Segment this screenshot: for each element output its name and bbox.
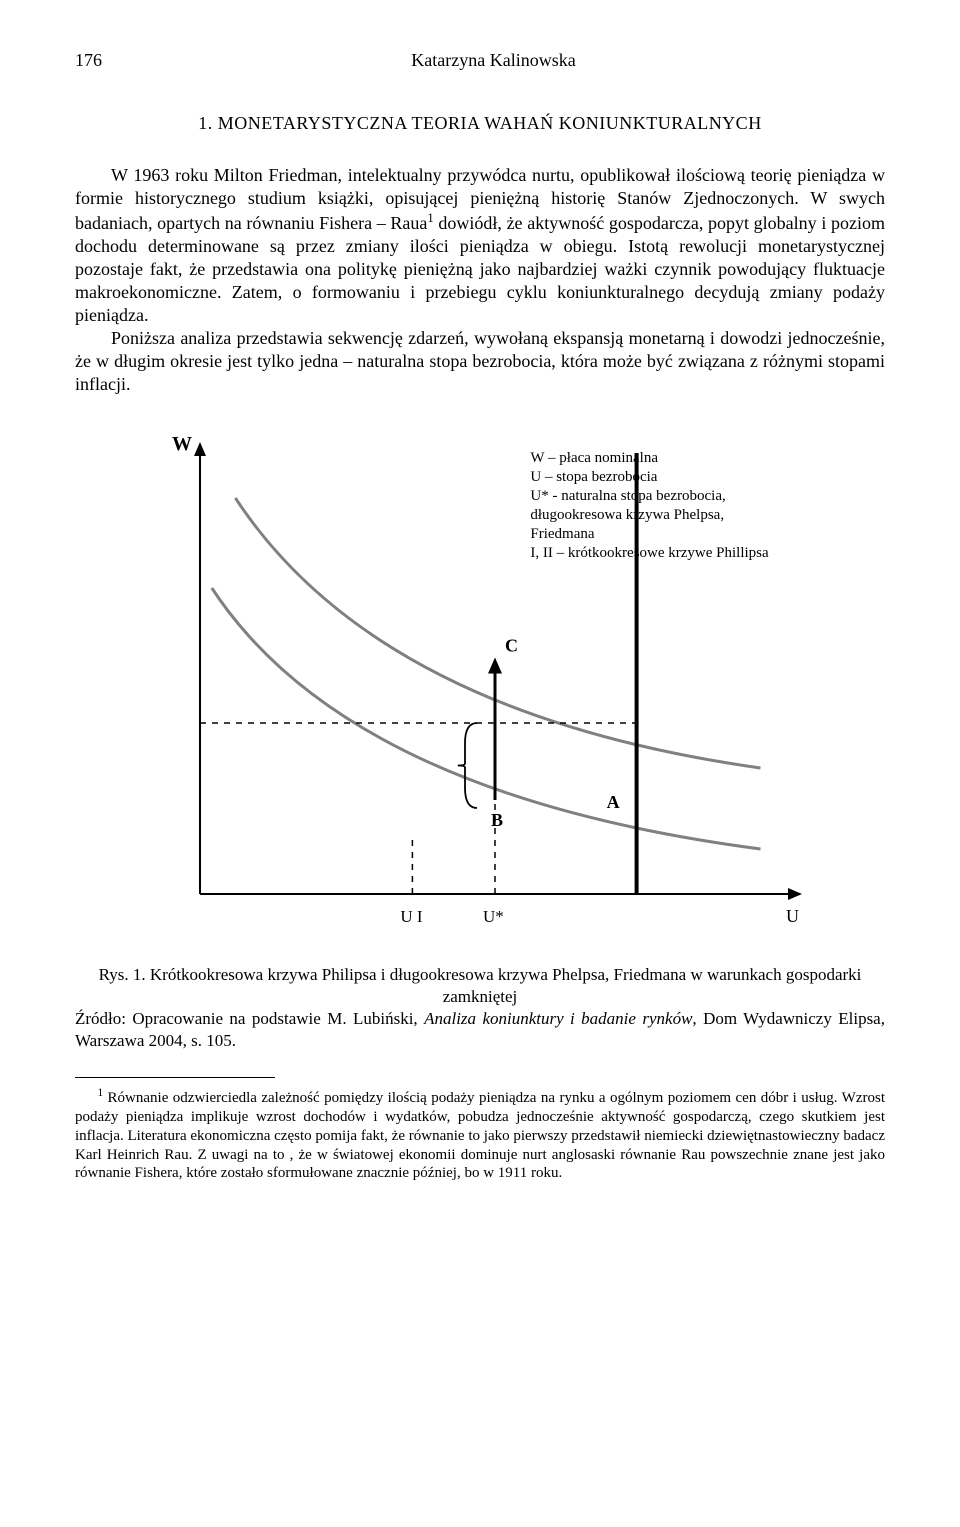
- svg-text:U: U: [786, 906, 799, 926]
- svg-text:długookresowa krzywa Phelpsa,: długookresowa krzywa Phelpsa,: [530, 507, 724, 523]
- caption-source: Źródło: Opracowanie na podstawie M. Lubi…: [75, 1008, 885, 1052]
- caption-title: Rys. 1. Krótkookresowa krzywa Philipsa i…: [75, 964, 885, 1008]
- svg-text:A: A: [607, 792, 620, 812]
- author-name: Katarzyna Kalinowska: [102, 50, 885, 71]
- page-header: 176 Katarzyna Kalinowska: [75, 50, 885, 71]
- svg-text:I, II – krótkookresowe krzywe: I, II – krótkookresowe krzywe Phillipsa: [530, 545, 769, 561]
- footnote-1: 1 Równanie odzwierciedla zależność pomię…: [75, 1086, 885, 1183]
- body-text: W 1963 roku Milton Friedman, intelektual…: [75, 164, 885, 396]
- svg-text:B: B: [491, 810, 503, 830]
- page-number: 176: [75, 50, 102, 71]
- svg-text:U* - naturalna stopa bezroboci: U* - naturalna stopa bezrobocia,: [530, 488, 725, 504]
- figure-phillips-curve: W U U I U* A B C W – płaca nominalna U – stopa b…: [75, 424, 885, 944]
- section-heading: 1. MONETARYSTYCZNA TEORIA WAHAŃ KONIUNKT…: [75, 113, 885, 134]
- svg-text:W: W: [172, 433, 192, 455]
- figure-caption: Rys. 1. Krótkookresowa krzywa Philipsa i…: [75, 964, 885, 1051]
- caption-source-label: Źródło: Opracowanie na podstawie M. Lubi…: [75, 1009, 424, 1028]
- figure-svg: W U U I U* A B C W – płaca nominalna U – stopa b…: [140, 424, 820, 944]
- svg-text:W – płaca nominalna: W – płaca nominalna: [530, 450, 658, 466]
- paragraph-2: Poniższa analiza przedstawia sekwencję z…: [75, 327, 885, 396]
- footnote-text: Równanie odzwierciedla zależność pomiędz…: [75, 1090, 885, 1181]
- svg-text:U I: U I: [400, 907, 423, 926]
- svg-text:C: C: [505, 636, 518, 656]
- paragraph-1: W 1963 roku Milton Friedman, intelektual…: [75, 164, 885, 327]
- caption-source-italic: Analiza koniunktury i badanie rynków: [424, 1009, 692, 1028]
- svg-text:U*: U*: [483, 907, 504, 926]
- svg-text:U – stopa bezrobocia: U – stopa bezrobocia: [530, 469, 657, 485]
- footnote-separator: [75, 1077, 275, 1078]
- svg-text:Friedmana: Friedmana: [530, 526, 594, 542]
